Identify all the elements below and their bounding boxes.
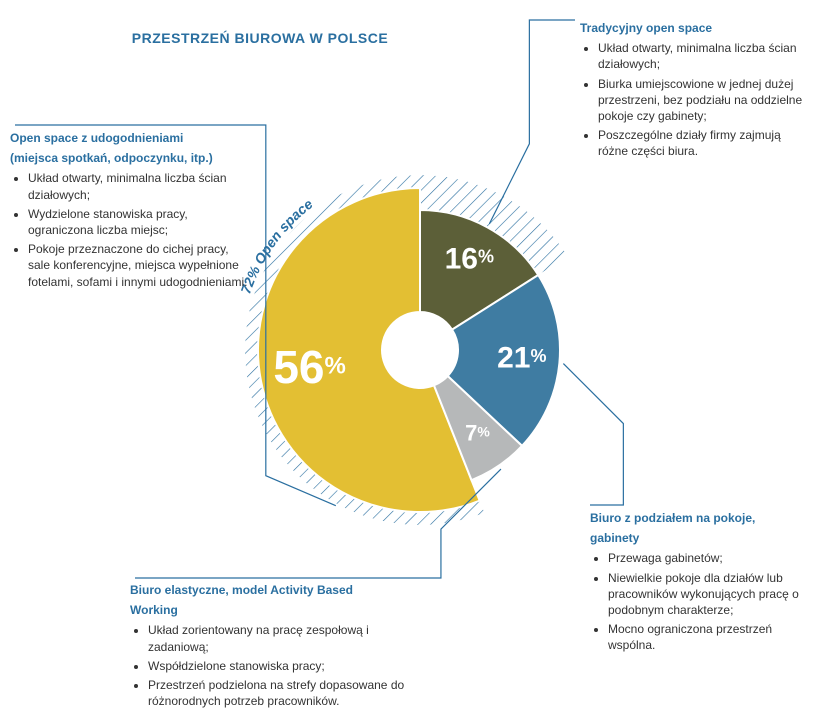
- donut-hole: [382, 312, 458, 388]
- desc-bullet: Przestrzeń podzielona na strefy dopasowa…: [148, 677, 430, 709]
- desc-bullet: Niewielkie pokoje dla działów lub pracow…: [608, 570, 810, 619]
- desc-title-abw: Biuro elastyczne, model Activity Based: [130, 582, 430, 598]
- desc-list-amenities: Układ otwarty, minimalna liczba ścian dz…: [10, 170, 250, 289]
- desc-bullet: Układ zorientowany na pracę zespołową i …: [148, 622, 430, 654]
- desc-bullet: Poszczególne działy firmy zajmują różne …: [598, 127, 810, 159]
- leader-line: [489, 20, 575, 224]
- desc-list-rooms: Przewaga gabinetów; Niewielkie pokoje dla…: [590, 550, 810, 653]
- chart-title: PRZESTRZEŃ BIUROWA W POLSCE: [120, 30, 400, 46]
- desc-bullet: Biurka umiejscowione w jednej dużej prze…: [598, 76, 810, 125]
- desc-title-amenities: (miejsca spotkań, odpoczynku, itp.): [10, 150, 250, 166]
- desc-amenities: Open space z udogodnieniami (miejsca spot…: [10, 130, 250, 293]
- desc-bullet: Pokoje przeznaczone do cichej pracy, sal…: [28, 241, 250, 290]
- desc-rooms: Biuro z podziałem na pokoje, gabinety Prze…: [590, 510, 810, 657]
- desc-bullet: Mocno ograniczona przestrzeń wspólna.: [608, 621, 810, 653]
- desc-bullet: Wydzielone stanowiska pracy, ograniczona…: [28, 206, 250, 238]
- desc-traditional: Tradycyjny open space Układ otwarty, mini…: [580, 20, 810, 163]
- desc-title-abw: Working: [130, 602, 430, 618]
- desc-bullet: Układ otwarty, minimalna liczba ścian dz…: [598, 40, 810, 72]
- desc-bullet: Układ otwarty, minimalna liczba ścian dz…: [28, 170, 250, 202]
- leader-line: [563, 364, 623, 505]
- desc-title-rooms: Biuro z podziałem na pokoje,: [590, 510, 810, 526]
- desc-title-traditional: Tradycyjny open space: [580, 20, 810, 36]
- desc-abw: Biuro elastyczne, model Activity Based Wo…: [130, 582, 430, 712]
- desc-title-rooms: gabinety: [590, 530, 810, 546]
- desc-title-amenities: Open space z udogodnieniami: [10, 130, 250, 146]
- desc-bullet: Współdzielone stanowiska pracy;: [148, 658, 430, 674]
- desc-list-abw: Układ zorientowany na pracę zespołową i …: [130, 622, 430, 709]
- infographic-stage: 72% Open space56%16%21%7%PRZESTRZEŃ BIUR…: [0, 0, 818, 716]
- desc-list-traditional: Układ otwarty, minimalna liczba ścian dz…: [580, 40, 810, 159]
- desc-bullet: Przewaga gabinetów;: [608, 550, 810, 566]
